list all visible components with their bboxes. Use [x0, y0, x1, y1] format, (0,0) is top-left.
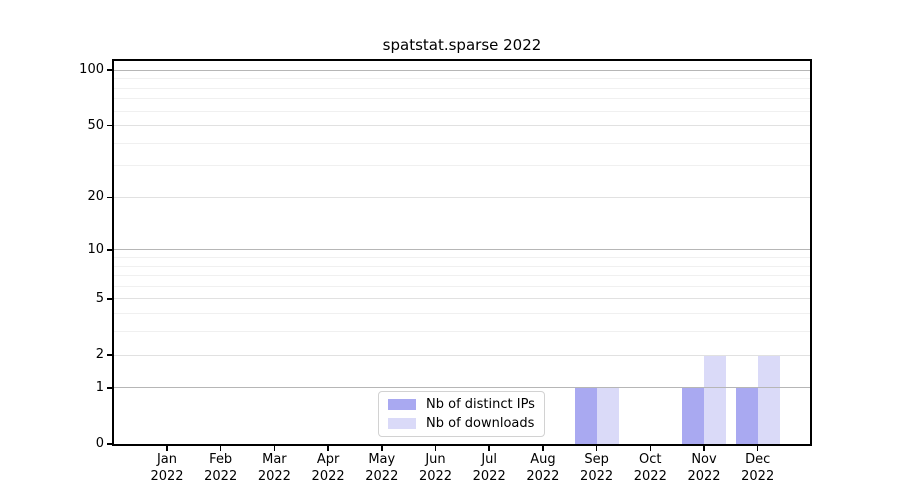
x-axis-tick: [327, 446, 329, 451]
legend-item: Nb of distinct IPs: [388, 396, 544, 412]
legend-swatch-distinct-ips: [388, 399, 416, 410]
x-axis-tick: [649, 446, 652, 451]
minor-gridline: [114, 285, 810, 287]
x-axis-tick: [273, 446, 276, 451]
x-axis-label: Aug 2022: [526, 452, 560, 484]
x-axis-label: Jul 2022: [472, 452, 506, 484]
x-axis-label: Nov 2022: [687, 452, 721, 484]
y-axis-label: 5: [95, 290, 104, 306]
x-axis-tick: [756, 446, 759, 451]
x-axis-label: Feb 2022: [204, 452, 238, 484]
bars-layer: [114, 61, 810, 444]
bar-downloads: [596, 387, 619, 444]
x-axis-tick: [542, 446, 544, 451]
minor-gridline: [114, 265, 810, 267]
x-axis-label: Jan 2022: [150, 452, 184, 484]
bar-distinct-ips: [682, 387, 704, 444]
decade-gridline: [114, 387, 810, 389]
x-axis-tick: [703, 446, 705, 451]
bar-downloads: [704, 355, 726, 444]
bar-distinct-ips: [735, 387, 758, 444]
minor-gridline: [114, 78, 810, 80]
legend-label-downloads: Nb of downloads: [426, 415, 535, 431]
bar-distinct-ips: [574, 387, 597, 444]
legend-item: Nb of downloads: [388, 415, 544, 431]
y-axis-label: 100: [79, 62, 104, 78]
x-axis-label: Jun 2022: [418, 452, 453, 484]
x-axis-tick: [381, 446, 383, 451]
major-gridline: [114, 196, 810, 198]
legend-label-distinct-ips: Nb of distinct IPs: [426, 396, 535, 412]
x-axis-tick: [219, 446, 222, 451]
minor-gridline: [114, 110, 810, 112]
minor-gridline: [114, 98, 810, 100]
x-axis-label: Dec 2022: [741, 452, 775, 484]
decade-gridline: [114, 69, 810, 71]
x-axis-tick: [166, 446, 168, 451]
x-axis-tick: [488, 446, 490, 451]
minor-gridline: [114, 331, 810, 333]
x-axis-tick: [595, 446, 598, 451]
y-axis-label: 2: [95, 347, 104, 363]
x-axis-tick: [434, 446, 437, 451]
minor-gridline: [114, 142, 810, 144]
minor-gridline: [114, 87, 810, 89]
y-axis-label: 0: [95, 436, 104, 451]
bar-downloads: [757, 355, 780, 444]
x-axis-label: Sep 2022: [580, 452, 614, 484]
x-axis-label: May 2022: [365, 452, 399, 484]
x-axis-label: Mar 2022: [257, 452, 291, 484]
chart-title: spatstat.sparse 2022: [382, 36, 542, 54]
minor-gridline: [114, 165, 810, 167]
legend-swatch-downloads: [388, 418, 416, 429]
major-gridline: [114, 354, 810, 356]
decade-gridline: [114, 249, 810, 251]
y-axis-label: 1: [95, 379, 104, 395]
plot-area: [112, 59, 812, 446]
y-axis-label: 10: [87, 241, 104, 257]
major-gridline: [114, 298, 810, 300]
y-axis-label: 20: [87, 189, 104, 205]
legend: Nb of distinct IPs Nb of downloads: [378, 391, 545, 437]
major-gridline: [114, 125, 810, 127]
minor-gridline: [114, 257, 810, 258]
minor-gridline: [114, 313, 810, 315]
gridlines-layer: [114, 61, 810, 444]
minor-gridline: [114, 275, 810, 277]
y-axis-label: 50: [87, 117, 104, 133]
x-axis-label: Oct 2022: [633, 452, 667, 484]
x-axis-label: Apr 2022: [311, 452, 345, 484]
